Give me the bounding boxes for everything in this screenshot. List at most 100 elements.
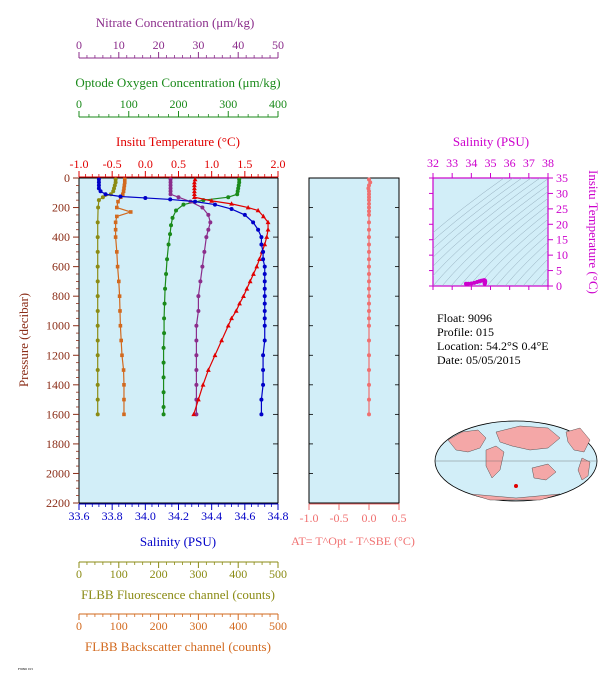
salinity-point [256, 227, 261, 232]
temperature-tick-label: 1.5 [237, 157, 252, 171]
map-landmass-antarctica [469, 493, 561, 501]
density-contour [433, 178, 541, 267]
salinity-point [259, 242, 264, 247]
nitrate-axis: Nitrate Concentration (μm/kg) 0 10 20 30 40 5… [76, 15, 284, 59]
ts-x-tick-label: 32 [427, 156, 439, 170]
fluorescence-point [95, 397, 100, 402]
ts-y-tick-label: 20 [556, 217, 568, 231]
pressure-tick-label: 600 [52, 260, 70, 274]
oxygen-point [169, 223, 174, 228]
delta-t-axis-title: AT= T^Opt - T^SBE (°C) [291, 534, 415, 548]
density-contour [433, 178, 532, 258]
backscatter-point [122, 183, 127, 188]
ts-point [466, 281, 471, 286]
delta-t-point [367, 198, 371, 203]
backscatter-tick-label: 200 [150, 619, 168, 633]
fluorescence-point [95, 323, 100, 328]
delta-t-tick-label: -0.5 [330, 511, 349, 525]
oxygen-point [161, 360, 166, 365]
oxygen-point [161, 390, 166, 395]
fluorescence-point [95, 279, 100, 284]
density-contour [513, 250, 548, 286]
salinity-tick-label: 34.2 [168, 509, 189, 523]
oxygen-point [162, 301, 167, 306]
temperature-point [209, 198, 215, 203]
density-contour [433, 178, 505, 233]
map-landmass-africa [485, 445, 505, 479]
pressure-axis-title: Pressure (decibar) [16, 293, 31, 387]
fluorescence-point [95, 353, 100, 358]
delta-t-point [367, 201, 371, 206]
ts-x-tick-label: 34 [465, 156, 477, 170]
pressure-tick-label: 800 [52, 289, 70, 303]
oxygen-point [161, 404, 166, 409]
delta-t-point [367, 286, 371, 291]
temperature-point [219, 337, 225, 343]
backscatter-tick-label: 400 [229, 619, 247, 633]
salinity-point [261, 353, 266, 358]
nitrate-axis-title: Nitrate Concentration (μm/kg) [96, 15, 255, 30]
backscatter-point [117, 294, 122, 298]
delta-t-tick-label: 0.5 [392, 511, 407, 525]
density-contour [531, 267, 548, 286]
delta-t-point [367, 353, 371, 358]
temperature-point [192, 188, 197, 194]
salinity-point [262, 272, 267, 277]
delta-t-plot-area [308, 177, 400, 504]
density-contour [433, 178, 523, 249]
nitrate-point [194, 382, 199, 387]
fluorescence-point [95, 412, 100, 417]
oxygen-point [236, 186, 241, 191]
nitrate-point [200, 205, 205, 210]
map-landmass-australia [531, 463, 557, 481]
salinity-point [103, 192, 108, 197]
nitrate-point [168, 192, 173, 197]
salinity-point [259, 397, 264, 402]
nitrate-point [196, 294, 201, 299]
delta-t-point [367, 397, 371, 402]
nitrate-point [208, 220, 213, 225]
ts-series-group [463, 278, 488, 286]
pressure-tick-label: 1400 [46, 378, 70, 392]
temperature-point [192, 194, 197, 200]
backscatter-point [115, 205, 119, 210]
backscatter-point [118, 309, 122, 313]
delta-t-point [367, 227, 371, 232]
backscatter-point [122, 412, 126, 417]
temperature-point [229, 201, 234, 206]
backscatter-point [122, 186, 126, 191]
temperature-point [192, 191, 197, 197]
temperature-tick-label: -0.5 [103, 157, 122, 171]
fluorescence-point [100, 195, 105, 200]
nitrate-point [204, 235, 209, 240]
pressure-tick-label: 2000 [46, 466, 70, 480]
density-contour [468, 211, 548, 286]
oxygen-tick-label: 100 [120, 97, 138, 111]
temperature-point [192, 185, 197, 191]
temperature-point [192, 182, 197, 188]
temperature-point [192, 176, 198, 182]
map-landmass-south-america [577, 457, 591, 481]
density-contour [495, 234, 548, 286]
delta-t-point [367, 308, 371, 313]
delta-t-point [367, 195, 371, 200]
salinity-point [96, 180, 101, 185]
backscatter-point [115, 214, 119, 219]
map-landmass-west [447, 429, 487, 453]
pressure-tick-label: 400 [52, 230, 70, 244]
backscatter-point [120, 192, 125, 197]
delta-t-point [367, 382, 371, 387]
fluorescence-point [95, 220, 100, 225]
info-date: Date: 05/05/2015 [437, 353, 521, 367]
oxygen-point [181, 202, 186, 207]
delta-t-point [367, 279, 371, 284]
backscatter-tick-label: 0 [76, 619, 82, 633]
salinity-point [262, 338, 267, 343]
oxygen-point [161, 412, 166, 417]
nitrate-point [168, 189, 173, 194]
fluorescence-point [95, 308, 100, 313]
fluorescence-point [95, 249, 100, 254]
pressure-tick-label: 2200 [46, 496, 70, 510]
fluorescence-point [113, 177, 118, 182]
